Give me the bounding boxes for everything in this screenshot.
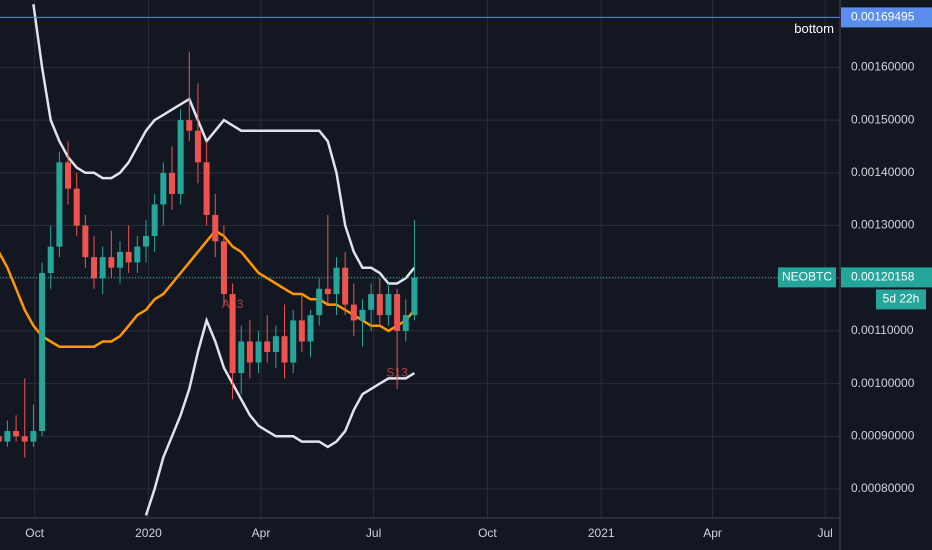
candle-body <box>108 257 115 268</box>
x-tick-label: Oct <box>25 526 44 540</box>
candle-body <box>99 257 106 279</box>
x-tick-label: 2021 <box>588 526 615 540</box>
candle-body <box>21 436 28 442</box>
candle-body <box>264 341 271 353</box>
y-tick-label: 0.00160000 <box>851 60 915 74</box>
price-tag-label: 0.00169495 <box>851 10 915 24</box>
candle-body <box>91 257 98 279</box>
candle-body <box>359 309 366 321</box>
candle-body <box>411 277 418 316</box>
x-tick-label: Oct <box>478 526 497 540</box>
x-tick-label: Jul <box>366 526 381 540</box>
indicator-line <box>144 316 416 516</box>
candle-body <box>220 241 227 295</box>
candle-body <box>142 236 149 247</box>
candle-body <box>246 341 253 363</box>
symbol-tag <box>778 267 836 288</box>
indicator-line <box>32 4 416 285</box>
candle-body <box>316 288 323 316</box>
candle-body <box>73 188 80 226</box>
candle-body <box>290 320 297 363</box>
candle-body <box>272 336 279 353</box>
candle-body <box>177 120 184 194</box>
candle-body <box>39 272 46 432</box>
candle-body <box>342 267 349 305</box>
candle-body <box>307 315 314 342</box>
candle-body <box>168 172 175 194</box>
y-tick-label: 0.00080000 <box>851 481 915 495</box>
price-tag-label: 0.00120158 <box>851 270 915 284</box>
y-tick-label: 0.00110000 <box>851 323 914 337</box>
candle-body <box>324 288 331 295</box>
candle-body <box>30 431 37 442</box>
x-tick-label: 2020 <box>135 526 162 540</box>
x-tick-label: Jul <box>817 526 832 540</box>
axes: 0.00080000 0.00090000 0.00100000 0.00110000… <box>25 7 932 540</box>
y-tick-label: 0.00090000 <box>851 428 915 442</box>
candle-body <box>125 251 132 263</box>
candle-body <box>229 294 236 374</box>
candle-body <box>255 341 262 363</box>
candle-body <box>281 336 288 363</box>
x-tick-label: Apr <box>703 526 722 540</box>
price-tag <box>841 7 932 28</box>
candle-body <box>333 267 340 295</box>
candle-body <box>212 214 219 242</box>
y-tick-label: 0.00100000 <box>851 376 915 390</box>
candle-body <box>117 251 123 268</box>
candle-body <box>203 162 210 215</box>
countdown-label: 5d 22h <box>883 292 920 306</box>
y-tick-label: 0.00150000 <box>851 112 915 126</box>
candle-body <box>134 246 141 263</box>
candle-body <box>160 172 167 205</box>
candle-body <box>376 294 383 316</box>
y-tick-label: 0.00130000 <box>851 218 915 232</box>
y-tick-label: 0.00140000 <box>851 165 915 179</box>
annotation: S13 <box>386 365 408 379</box>
candle-body <box>368 294 375 310</box>
candle-body <box>385 294 392 316</box>
candle-body <box>298 320 305 342</box>
candle-body <box>65 162 72 189</box>
candle-body <box>0 436 2 442</box>
candle-body <box>47 246 54 273</box>
x-tick-label: Apr <box>252 526 271 540</box>
candle-body <box>82 225 89 258</box>
candle-body <box>151 204 158 237</box>
symbol-label: NEOBTC <box>782 270 832 284</box>
candle-body <box>186 120 193 131</box>
candle-body <box>4 431 11 442</box>
candle-body <box>13 431 20 437</box>
annotation: A13 <box>222 297 244 311</box>
countdown-tag <box>876 289 926 310</box>
candle-body <box>56 162 63 247</box>
candle-body <box>238 341 245 374</box>
grid <box>0 0 840 518</box>
horizontal-line-name: bottom <box>794 21 834 36</box>
candle-body <box>394 294 401 331</box>
plot: A13 S13 <box>0 4 840 516</box>
candle-body <box>402 315 409 331</box>
candle-body <box>194 130 201 163</box>
price-tag <box>841 267 932 288</box>
candle-body <box>350 304 357 321</box>
